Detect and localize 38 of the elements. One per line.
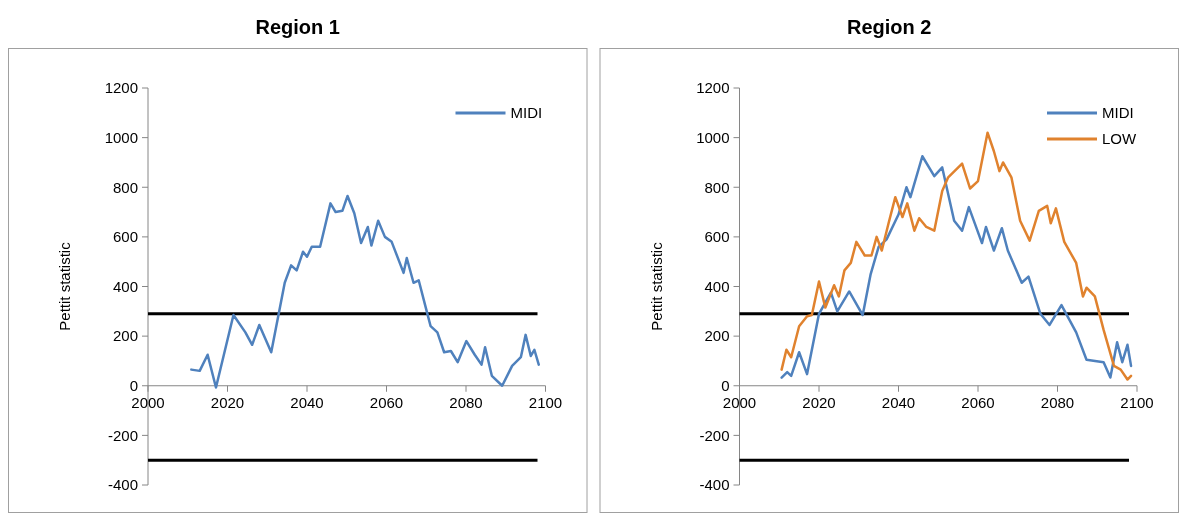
- y-tick-label: -200: [107, 426, 138, 444]
- x-tick-label: 2040: [881, 393, 916, 411]
- y-tick-label: 1000: [696, 128, 730, 146]
- x-tick-label: 2000: [722, 393, 757, 411]
- y-tick-label: 200: [704, 327, 730, 345]
- y-tick-label: 600: [112, 228, 138, 246]
- y-tick-label: 800: [112, 178, 138, 196]
- legend-label: LOW: [1102, 130, 1138, 148]
- y-axis-title: Pettit statistic: [56, 241, 73, 331]
- y-tick-label: -400: [107, 476, 138, 494]
- y-tick-label: 400: [112, 277, 138, 295]
- y-axis-title: Pettit statistic: [647, 241, 665, 331]
- chart-title: Region 2: [847, 16, 932, 38]
- x-tick-label: 2080: [449, 393, 483, 411]
- y-tick-label: 0: [129, 377, 138, 394]
- x-tick-label: 2060: [369, 393, 404, 411]
- x-tick-label: 2080: [1040, 393, 1075, 411]
- x-tick-label: 2100: [1120, 393, 1154, 411]
- x-tick-label: 2060: [961, 393, 995, 411]
- x-tick-label: 2040: [290, 393, 324, 411]
- y-tick-label: -200: [699, 426, 730, 444]
- y-tick-label: -400: [699, 476, 730, 494]
- y-tick-label: 400: [704, 277, 730, 295]
- chart-title: Region 1: [255, 16, 340, 38]
- legend-label: MIDI: [510, 104, 543, 122]
- y-tick-label: 800: [704, 178, 730, 196]
- y-tick-label: 600: [704, 228, 730, 246]
- y-tick-label: 1200: [696, 79, 730, 97]
- x-tick-label: 2000: [131, 393, 165, 411]
- line-series: [190, 194, 540, 389]
- y-tick-label: 0: [721, 377, 730, 394]
- y-tick-label: 1200: [104, 79, 138, 97]
- x-tick-label: 2100: [528, 393, 563, 411]
- legend-label: MIDI: [1102, 104, 1134, 122]
- y-tick-label: 200: [112, 327, 138, 345]
- x-tick-label: 2020: [210, 393, 245, 411]
- y-tick-label: 1000: [104, 128, 138, 146]
- x-tick-label: 2020: [802, 393, 836, 411]
